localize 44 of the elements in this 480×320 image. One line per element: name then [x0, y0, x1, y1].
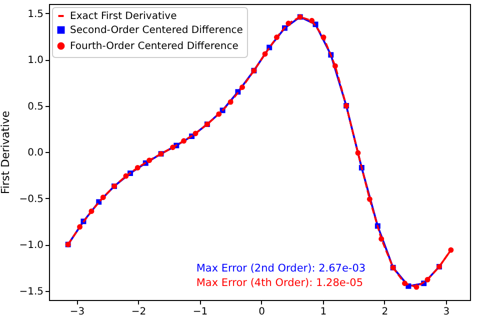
legend-label: Exact First Derivative [70, 11, 177, 22]
point [192, 130, 198, 136]
x-tick-label: −1 [192, 306, 208, 318]
point [424, 276, 430, 282]
point [320, 34, 326, 40]
y-tick-label: −1.0 [19, 240, 44, 251]
point [146, 158, 152, 164]
point [240, 84, 246, 90]
point [286, 20, 292, 26]
annotation: Max Error (4th Order): 1.28e-05 [196, 277, 364, 290]
point [414, 284, 420, 290]
y-tick-label: −1.5 [19, 286, 44, 298]
point [309, 18, 315, 24]
point [228, 99, 234, 105]
point [181, 138, 187, 144]
point [402, 280, 408, 286]
y-axis-title: First Derivative [0, 110, 12, 194]
point [100, 194, 106, 200]
point [274, 34, 280, 40]
point [355, 150, 361, 156]
point [332, 63, 338, 69]
y-tick-label: 1.0 [28, 55, 44, 66]
point [123, 173, 129, 179]
x-tick-label: 0 [258, 306, 266, 318]
point [170, 144, 176, 150]
point [366, 196, 372, 202]
x-tick-label: −3 [70, 306, 85, 318]
point [216, 111, 222, 117]
point [262, 51, 268, 57]
point [378, 236, 384, 242]
y-tick-label: −0.5 [19, 194, 44, 205]
point [77, 224, 83, 230]
annotation: Max Error (2nd Order): 2.67e-03 [196, 262, 366, 274]
legend-label: Fourth-Order Centered Difference [70, 41, 238, 52]
legend-label: Second-Order Centered Difference [70, 25, 243, 36]
x-tick-label: 1 [320, 306, 327, 318]
y-tick-label: 0.0 [28, 148, 44, 158]
x-tick-label: −2 [131, 306, 146, 318]
x-tick-label: 3 [443, 306, 450, 318]
y-tick-label: 0.5 [28, 101, 44, 112]
y-tick-label: 1.5 [28, 8, 44, 20]
x-tick-label: 2 [382, 306, 388, 318]
point [134, 164, 140, 170]
point [88, 208, 94, 214]
